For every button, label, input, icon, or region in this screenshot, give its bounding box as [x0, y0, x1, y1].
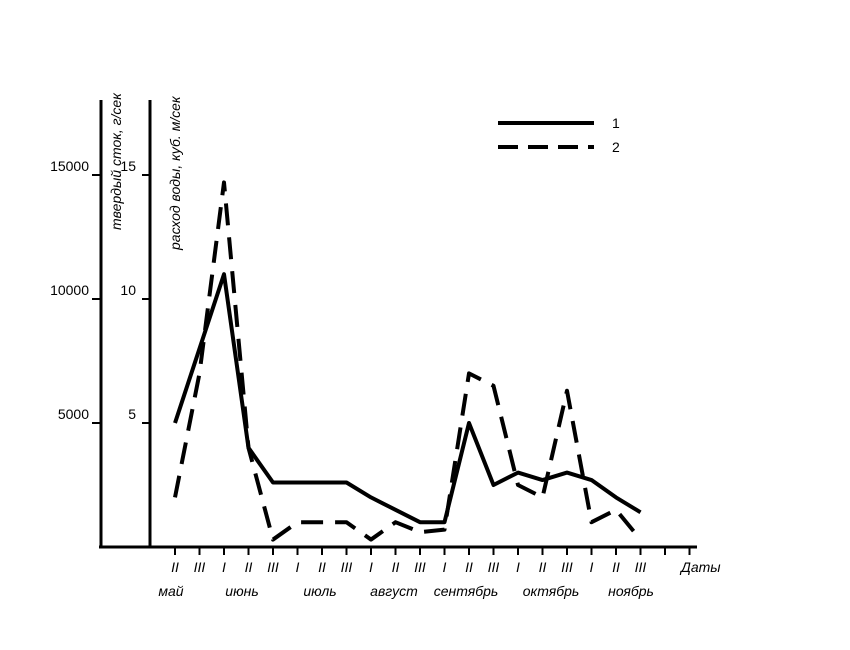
x-tick-label: III [194, 559, 206, 575]
month-label: май [158, 583, 183, 599]
y-outer-tick-label: 15000 [50, 158, 89, 174]
month-label: август [370, 583, 418, 599]
y-axis-inner-label: расход воды, куб. м/сек [167, 95, 183, 251]
y-outer-tick-label: 5000 [58, 406, 89, 422]
y-outer-tick-label: 10000 [50, 282, 89, 298]
x-tick-label: III [267, 559, 279, 575]
x-tick-label: III [341, 559, 353, 575]
y-inner-tick-label: 10 [120, 282, 136, 298]
legend-label-1: 1 [612, 115, 620, 131]
series-1-line [173, 272, 642, 525]
x-tick-label: III [635, 559, 647, 575]
x-tick-label: III [488, 559, 500, 575]
x-tick-label: I [296, 559, 300, 575]
y-inner-tick-label: 15 [120, 158, 136, 174]
x-ticks: II III I II III I II III I II III I II III I II III I II II… [171, 547, 691, 575]
y-inner-tick-label: 5 [128, 406, 136, 422]
x-axis-label: Даты [679, 559, 721, 575]
x-tick-label: I [590, 559, 594, 575]
x-tick-label: II [612, 559, 620, 575]
x-tick-label: I [222, 559, 226, 575]
legend: 12 [498, 115, 620, 155]
x-tick-label: II [171, 559, 179, 575]
x-tick-label: II [539, 559, 547, 575]
series-lines [173, 180, 643, 542]
series-2-line [173, 180, 643, 542]
x-tick-label: I [443, 559, 447, 575]
month-labels: май июнь июль август сентябрь октябрь ноябрь [158, 583, 653, 599]
x-tick-label: II [318, 559, 326, 575]
x-tick-label: I [516, 559, 520, 575]
x-tick-label: II [465, 559, 473, 575]
month-label: июнь [225, 583, 258, 599]
x-tick-label: III [561, 559, 573, 575]
legend-label-2: 2 [612, 139, 620, 155]
month-label: ноябрь [608, 583, 654, 599]
x-tick-label: II [245, 559, 253, 575]
month-label: июль [303, 583, 336, 599]
y-axis-outer-label: твердый сток, г/сек [108, 92, 124, 230]
y-ticks: 5000 10000 15000 5 10 15 [50, 158, 150, 424]
x-tick-label: II [392, 559, 400, 575]
month-label: сентябрь [434, 583, 499, 599]
month-label: октябрь [523, 583, 580, 599]
x-tick-label: III [414, 559, 426, 575]
x-tick-label: I [369, 559, 373, 575]
